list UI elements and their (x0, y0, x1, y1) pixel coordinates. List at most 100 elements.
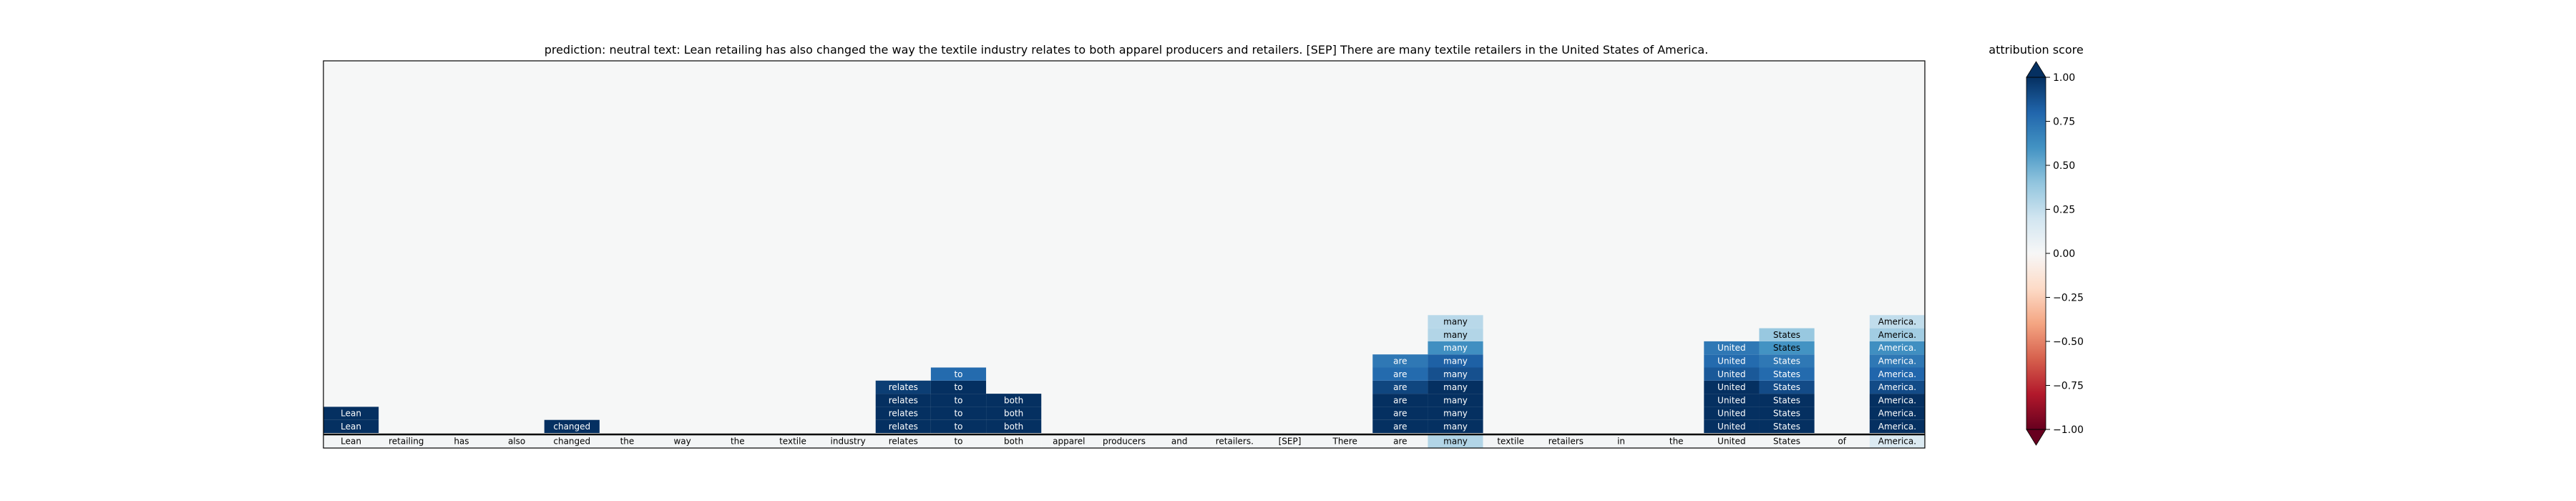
token-label: United (1717, 437, 1745, 447)
token-score-cell (765, 434, 821, 448)
token-score-cell (1814, 434, 1870, 448)
cell-label: United (1717, 409, 1745, 419)
cell-label: relates (889, 409, 918, 419)
attribution-cell (1428, 354, 1483, 368)
token-score-cell (1262, 434, 1318, 448)
colorbar-min-arrow (2026, 429, 2046, 446)
cell-label: to (954, 409, 962, 419)
plot-frame (323, 60, 1926, 449)
token-label: retailing (389, 437, 424, 447)
attribution-cell (1704, 380, 1760, 394)
token-label: changed (553, 437, 590, 447)
cell-label: relates (889, 395, 918, 405)
attribution-cell (1704, 341, 1760, 355)
attribution-cell (986, 394, 1042, 407)
token-score-cell (1372, 434, 1428, 448)
attribution-cell (1759, 341, 1815, 355)
attribution-cell (1428, 367, 1483, 381)
token-score-cell (434, 434, 489, 448)
cell-label: States (1773, 422, 1800, 432)
cell-label: States (1773, 382, 1800, 392)
heatmap-plot: Lean retailing has also changed the way the text… (323, 60, 1926, 449)
attribution-cell (1428, 341, 1483, 355)
attribution-cell (1372, 380, 1428, 394)
colorbar-label: attribution score (1989, 43, 2083, 57)
attribution-cell (1428, 419, 1483, 433)
cell-label: States (1773, 409, 1800, 419)
token-label: retailers. (1216, 437, 1254, 447)
attribution-cell (1428, 315, 1483, 329)
cell-label: are (1393, 395, 1407, 405)
cell-label: Lean (341, 409, 361, 419)
token-score-cell (379, 434, 434, 448)
colorbar-tick-label: −0.50 (2053, 336, 2084, 348)
token-score-cell (1759, 434, 1815, 448)
attribution-cell (875, 380, 931, 394)
attribution-cell (986, 419, 1042, 433)
token-label: are (1393, 437, 1407, 447)
cell-label: many (1443, 409, 1468, 419)
cell-label: States (1773, 395, 1800, 405)
cell-label: to (954, 369, 962, 379)
token-label: producers (1103, 437, 1146, 447)
token-label: the (1669, 437, 1684, 447)
cell-label: America. (1878, 395, 1916, 405)
attribution-cell (875, 407, 931, 420)
cell-label: are (1393, 422, 1407, 432)
token-label: the (731, 437, 745, 447)
token-label: apparel (1053, 437, 1085, 447)
colorbar-tick-label: 0.75 (2053, 117, 2075, 128)
colorbar-tick-label: −1.00 (2053, 424, 2084, 436)
attribution-cell (1869, 367, 1925, 381)
cell-label: many (1443, 395, 1468, 405)
cell-label: America. (1878, 422, 1916, 432)
token-score-cell (1206, 434, 1262, 448)
attribution-cell (1704, 394, 1760, 407)
colorbar-tick-label: 0.00 (2053, 248, 2075, 260)
cell-label: United (1717, 343, 1745, 353)
attribution-cell (930, 407, 987, 420)
cell-label: changed (553, 422, 590, 432)
attribution-cell (1759, 394, 1815, 407)
token-score-cell (1593, 434, 1649, 448)
attribution-cell (323, 407, 379, 420)
cell-label: relates (889, 422, 918, 432)
token-label: textile (1497, 437, 1524, 447)
token-label: way (673, 437, 691, 447)
token-label: also (508, 437, 525, 447)
attribution-cell (1869, 354, 1925, 368)
attribution-cell (1759, 354, 1815, 368)
attribution-cell (1869, 380, 1925, 394)
cell-label: are (1393, 382, 1407, 392)
attribution-cell (1428, 380, 1483, 394)
token-score-cell (986, 434, 1042, 448)
attribution-cell (1759, 380, 1815, 394)
attribution-cell (930, 380, 987, 394)
attribution-cell (1428, 407, 1483, 420)
token-score-cell (1869, 434, 1925, 448)
cell-label: United (1717, 382, 1745, 392)
token-label: America. (1878, 437, 1916, 447)
token-label: the (620, 437, 635, 447)
token-label: retailers (1548, 437, 1584, 447)
cell-label: many (1443, 343, 1468, 353)
attribution-cell (1869, 419, 1925, 433)
attribution-cell (1869, 341, 1925, 355)
token-label: many (1443, 437, 1468, 447)
token-label: to (954, 437, 962, 447)
attribution-cell (1428, 394, 1483, 407)
token-score-cell (655, 434, 711, 448)
token-score-cell (820, 434, 876, 448)
token-score-cell (710, 434, 766, 448)
colorbar-max-arrow (2026, 61, 2046, 78)
cell-label: many (1443, 356, 1468, 366)
cell-label: United (1717, 422, 1745, 432)
colorbar-tick-label: −0.75 (2053, 381, 2084, 392)
attribution-cell (1704, 419, 1760, 433)
cell-label: America. (1878, 382, 1916, 392)
token-label: There (1332, 437, 1357, 447)
token-score-cell (1041, 434, 1097, 448)
cell-label: many (1443, 317, 1468, 327)
token-score-cell (1649, 434, 1704, 448)
